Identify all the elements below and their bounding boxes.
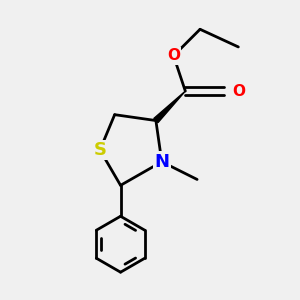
Text: O: O xyxy=(167,48,180,63)
Text: O: O xyxy=(232,84,245,99)
Text: N: N xyxy=(154,153,169,171)
Polygon shape xyxy=(154,91,185,123)
Text: S: S xyxy=(93,141,106,159)
